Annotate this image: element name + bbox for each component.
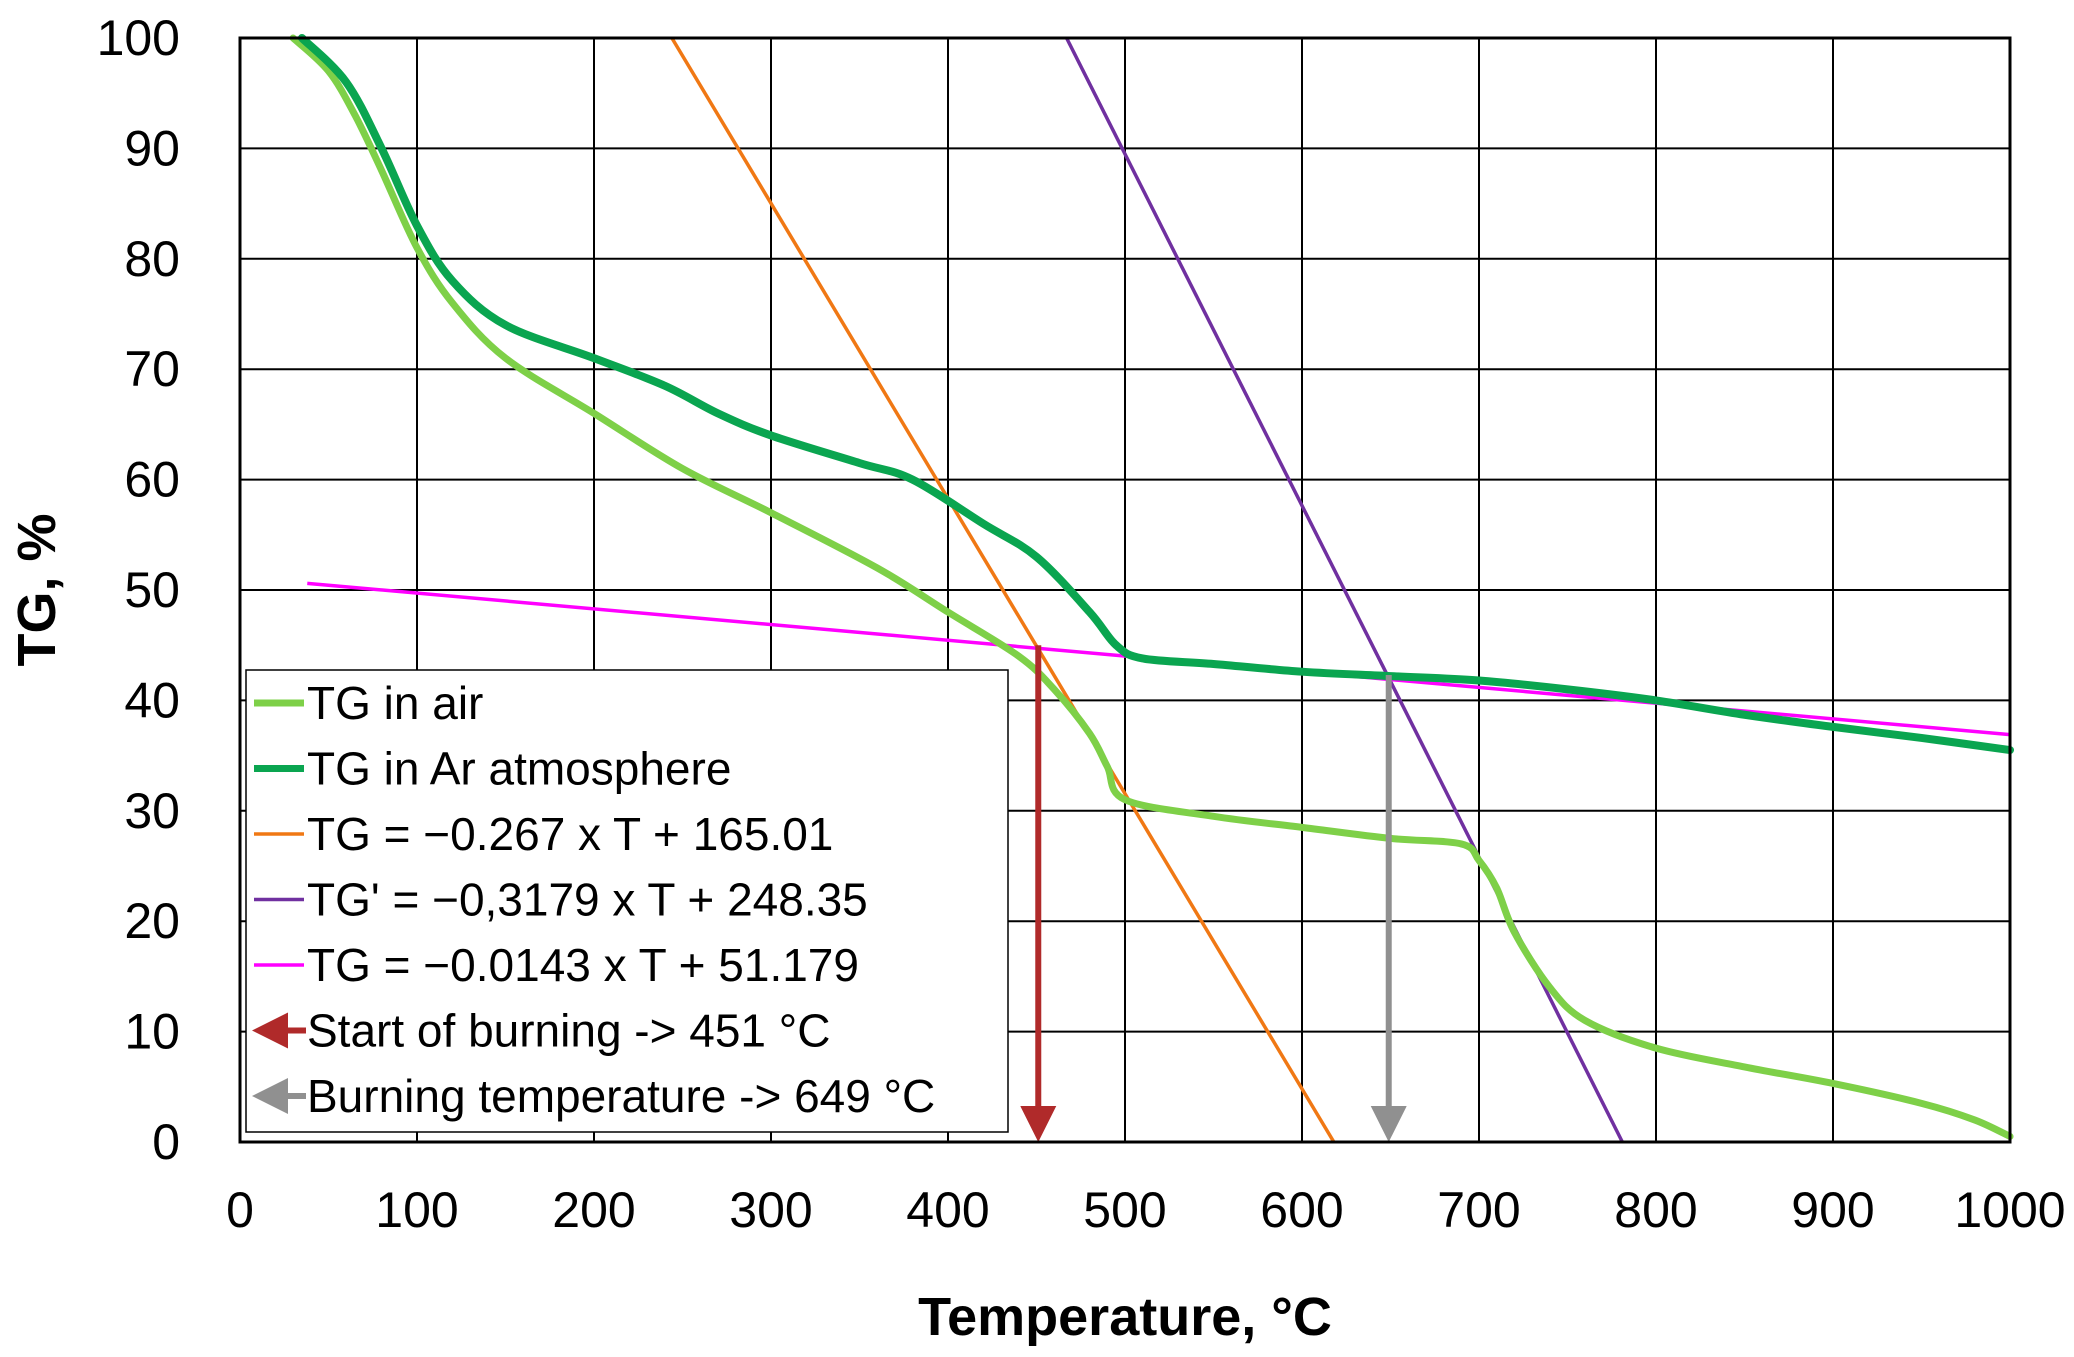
x-tick-label: 600: [1260, 1182, 1343, 1238]
x-tick-label: 500: [1083, 1182, 1166, 1238]
x-tick-label: 900: [1791, 1182, 1874, 1238]
y-axis-title: TG, %: [7, 513, 67, 666]
y-tick-label: 10: [124, 1004, 180, 1060]
legend-label: TG = −0.0143 x T + 51.179: [307, 939, 859, 991]
y-tick-label: 40: [124, 672, 180, 728]
x-tick-label: 700: [1437, 1182, 1520, 1238]
y-tick-label: 0: [152, 1114, 180, 1170]
y-tick-labels: 0 10 20 30 40 50 60 70 80 90 100: [97, 10, 180, 1170]
y-tick-label: 90: [124, 120, 180, 176]
x-tick-label: 100: [375, 1182, 458, 1238]
y-tick-label: 100: [97, 10, 180, 66]
y-tick-label: 20: [124, 893, 180, 949]
x-tick-label: 200: [552, 1182, 635, 1238]
legend-item: TG = −0.267 x T + 165.01: [254, 808, 833, 860]
legend-item: TG in air: [254, 677, 483, 729]
legend-label: TG in Ar atmosphere: [307, 743, 731, 795]
x-tick-label: 1000: [1954, 1182, 2065, 1238]
fit-line-2: [670, 37, 1336, 1143]
series-group: [289, 34, 2014, 1143]
x-tick-label: 800: [1614, 1182, 1697, 1238]
x-axis-title: Temperature, °C: [918, 1287, 1332, 1347]
legend-item: Start of burning -> 451 °C: [252, 1005, 830, 1057]
y-tick-label: 70: [124, 341, 180, 397]
y-tick-label: 30: [124, 783, 180, 839]
legend-item: Burning temperature -> 649 °C: [252, 1070, 935, 1122]
legend-label: Start of burning -> 451 °C: [307, 1005, 830, 1057]
x-tick-label: 0: [226, 1182, 254, 1238]
legend-label: Burning temperature -> 649 °C: [307, 1070, 935, 1122]
y-tick-label: 50: [124, 562, 180, 618]
legend-item: TG in Ar atmosphere: [254, 743, 731, 795]
x-tick-labels: 0 100 200 300 400 500 600 700 800 900 1000: [226, 1182, 2066, 1238]
legend-box: [245, 669, 1009, 1133]
x-tick-label: 300: [729, 1182, 812, 1238]
x-tick-label: 400: [906, 1182, 989, 1238]
legend-label: TG in air: [307, 677, 483, 729]
legend-label: TG = −0.267 x T + 165.01: [307, 808, 833, 860]
y-tick-label: 80: [124, 231, 180, 287]
series-curve-tg-ar: [297, 34, 2014, 755]
y-tick-label: 60: [124, 452, 180, 508]
legend-item: TG = −0.0143 x T + 51.179: [254, 939, 859, 991]
plot-frame: [238, 36, 2012, 1144]
series-curve-tg-air: [289, 34, 2014, 1140]
legend-label: TG' = −0,3179 x T + 248.35: [307, 874, 868, 926]
legend-item: TG' = −0,3179 x T + 248.35: [254, 874, 868, 926]
legend: TG in air TG in Ar atmosphere TG = −0.267 …: [245, 669, 1009, 1133]
